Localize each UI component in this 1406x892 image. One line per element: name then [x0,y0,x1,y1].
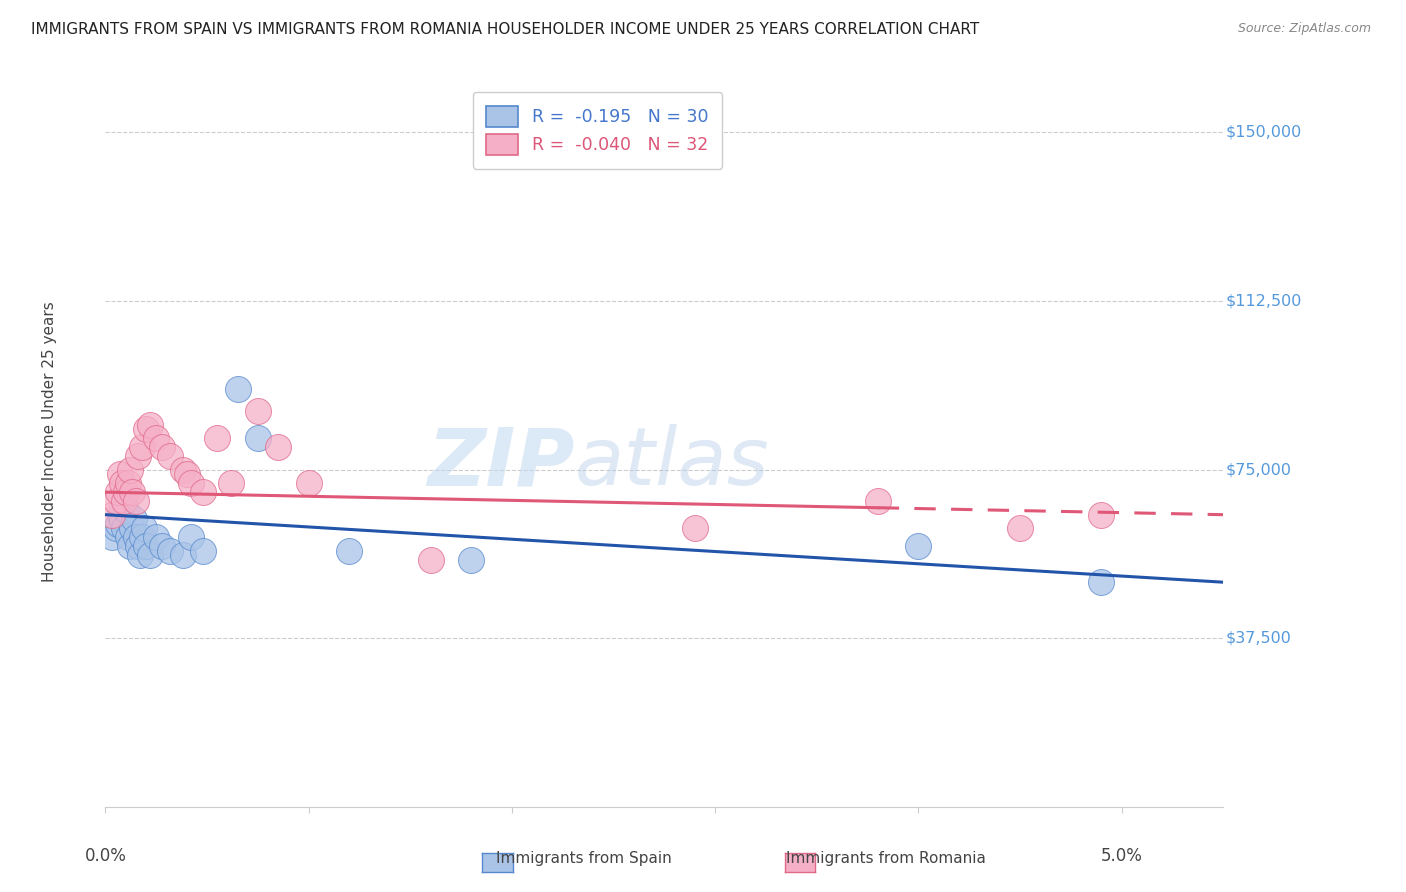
Text: IMMIGRANTS FROM SPAIN VS IMMIGRANTS FROM ROMANIA HOUSEHOLDER INCOME UNDER 25 YEA: IMMIGRANTS FROM SPAIN VS IMMIGRANTS FROM… [31,22,979,37]
Point [121,521,143,535]
Point [226,382,249,396]
Point [112,494,135,508]
Point [191,485,214,500]
Point [139,548,162,562]
Point [114,485,136,500]
Point [107,516,129,531]
Text: Immigrants from Spain: Immigrants from Spain [496,851,672,865]
Point [131,530,153,544]
Point [108,508,131,522]
Point [122,512,145,526]
Point [111,476,134,491]
Point [145,431,167,445]
Point [139,417,162,432]
Text: 5.0%: 5.0% [1101,847,1143,865]
Point [121,485,143,500]
Point [107,485,129,500]
Point [172,548,194,562]
Point [246,404,269,418]
Point [419,552,441,566]
Point [129,548,152,562]
Point [132,521,155,535]
Text: $112,500: $112,500 [1226,293,1302,309]
Point [104,521,127,535]
Text: $75,000: $75,000 [1226,462,1292,477]
Point [118,463,141,477]
Point [150,539,173,553]
Point [117,530,139,544]
Point [114,503,136,517]
Point [191,543,214,558]
Point [117,476,139,491]
Point [159,449,181,463]
Point [100,530,122,544]
Point [907,539,929,553]
Text: Source: ZipAtlas.com: Source: ZipAtlas.com [1237,22,1371,36]
Point [172,463,194,477]
Point [1008,521,1031,535]
Point [112,521,135,535]
Point [176,467,198,482]
Point [135,422,157,436]
Point [145,530,167,544]
Point [1090,508,1112,522]
Point [298,476,321,491]
Point [180,476,202,491]
Point [104,494,127,508]
Text: atlas: atlas [575,425,769,502]
Point [127,449,149,463]
Point [866,494,889,508]
Point [337,543,360,558]
Point [108,467,131,482]
Text: $150,000: $150,000 [1226,125,1302,139]
Point [150,440,173,454]
Text: Immigrants from Romania: Immigrants from Romania [786,851,986,865]
Text: 0.0%: 0.0% [84,847,127,865]
Point [683,521,706,535]
Point [125,494,148,508]
Point [131,440,153,454]
Point [246,431,269,445]
Point [159,543,181,558]
Point [460,552,482,566]
Text: Householder Income Under 25 years: Householder Income Under 25 years [42,301,58,582]
Point [267,440,290,454]
Text: $37,500: $37,500 [1226,631,1291,646]
Point [118,539,141,553]
Point [100,508,122,522]
Point [135,539,157,553]
Point [180,530,202,544]
Point [221,476,243,491]
Point [127,539,149,553]
Legend: R =  -0.195   N = 30, R =  -0.040   N = 32: R = -0.195 N = 30, R = -0.040 N = 32 [472,92,721,169]
Point [125,530,148,544]
Text: ZIP: ZIP [427,425,575,502]
Point [1090,575,1112,590]
Point [205,431,228,445]
Point [111,512,134,526]
